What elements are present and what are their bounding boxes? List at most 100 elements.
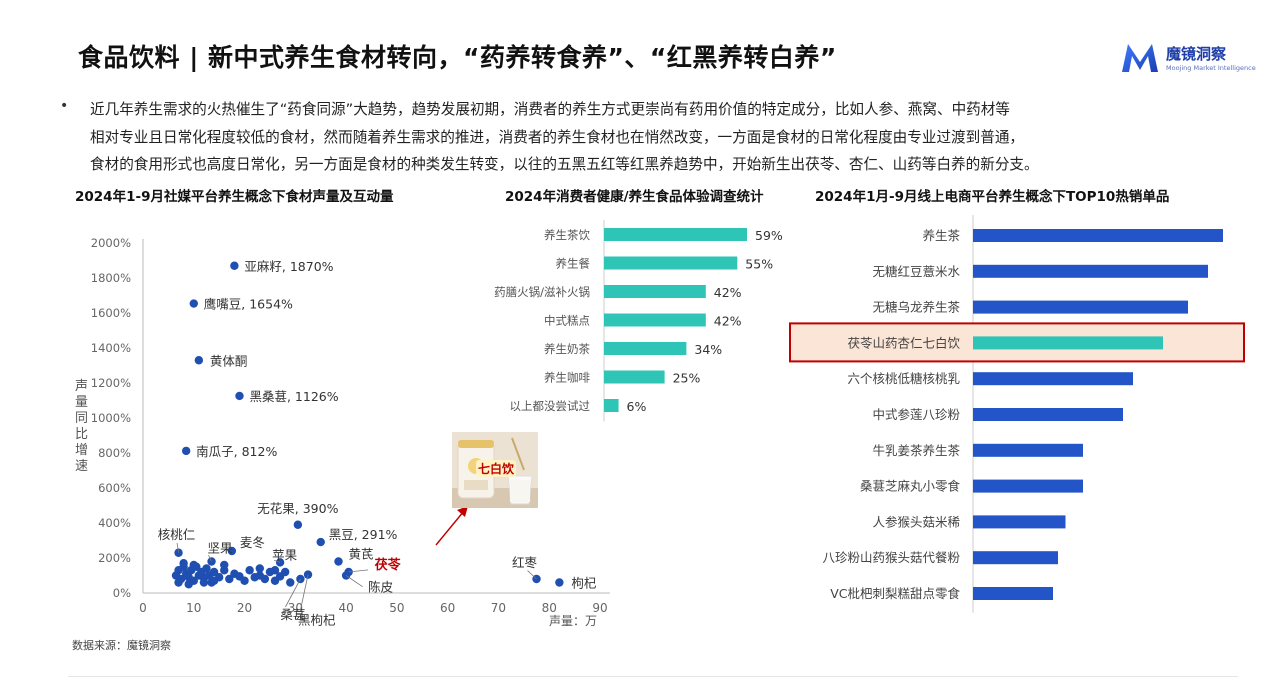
logo-subtitle: Moojing Market Intelligence bbox=[1166, 64, 1256, 72]
product-bar bbox=[973, 408, 1123, 421]
value-label: 25% bbox=[673, 371, 701, 386]
intro-line: 食材的食用形式也高度日常化，另一方面是食材的种类发生转变，以往的五黑五红等红黑养… bbox=[90, 156, 1039, 173]
top10-chart-title: 2024年1月-9月线上电商平台养生概念下TOP10热销单品 bbox=[815, 189, 1170, 205]
highlight-arrow bbox=[435, 510, 465, 546]
intro-paragraph: 近几年养生需求的火热催生了“药食同源”大趋势，趋势发展初期，消费者的养生方式更崇… bbox=[90, 96, 1250, 179]
x-tick-label: 0 bbox=[139, 601, 147, 615]
bullet-icon: • bbox=[60, 98, 69, 114]
point-label: 桑葚 bbox=[280, 607, 305, 622]
category-label: 养生咖啡 bbox=[544, 371, 590, 385]
y-tick-label: 1400% bbox=[91, 341, 131, 355]
product-label: 养生茶 bbox=[922, 228, 960, 243]
point-label: 黄体酮 bbox=[210, 353, 248, 368]
category-label: 养生餐 bbox=[556, 257, 591, 271]
survey-bar bbox=[604, 342, 687, 355]
value-label: 42% bbox=[714, 314, 742, 329]
product-bar bbox=[973, 372, 1133, 386]
page-title: 食品饮料 | 新中式养生食材转向，“药养转食养”、“红黑养转白养” bbox=[78, 43, 837, 72]
point-leader-line bbox=[348, 569, 369, 573]
scatter-point bbox=[341, 571, 351, 580]
survey-bar bbox=[604, 399, 619, 412]
scatter-point bbox=[316, 537, 325, 547]
point-leader-line bbox=[527, 570, 537, 580]
value-label: 6% bbox=[627, 399, 647, 414]
footer-divider bbox=[68, 676, 1238, 677]
scatter-point bbox=[303, 570, 313, 579]
point-label: 麦冬 bbox=[240, 535, 265, 550]
scatter-point bbox=[555, 578, 564, 587]
survey-bar bbox=[604, 285, 706, 298]
y-tick-label: 1800% bbox=[91, 271, 131, 285]
product-bar bbox=[973, 264, 1208, 278]
x-tick-label: 10 bbox=[186, 601, 201, 615]
scatter-point bbox=[296, 574, 305, 584]
product-bar bbox=[973, 229, 1223, 242]
point-leader-line bbox=[300, 574, 309, 610]
product-bar bbox=[973, 587, 1053, 600]
scatter-point bbox=[280, 567, 290, 577]
point-label: 陈皮 bbox=[368, 580, 393, 595]
point-label: 黑枸杞 bbox=[298, 613, 336, 628]
point-label: 坚果 bbox=[208, 541, 234, 556]
scatter-point bbox=[189, 299, 198, 308]
x-tick-label: 70 bbox=[491, 601, 506, 615]
point-label: 茯苓 bbox=[375, 557, 402, 573]
qibaiyin-product-image: 七白饮 bbox=[452, 432, 538, 508]
scatter-point bbox=[270, 566, 280, 575]
survey-bar bbox=[604, 370, 665, 384]
top10-bar-chart: 养生茶无糖红豆薏米水无糖乌龙养生茶茯苓山药杏仁七白饮六个核桃低糖核桃乳中式参莲八… bbox=[789, 215, 1245, 613]
qibaiyin-label: 七白饮 bbox=[476, 460, 517, 477]
scatter-point bbox=[184, 580, 193, 589]
logo-mark-icon bbox=[1122, 44, 1158, 72]
intro-line: 相对专业且日常化程度较低的食材，然而随着养生需求的推进，消费者的养生食材也在悄然… bbox=[90, 128, 1025, 146]
y-tick-label: 1600% bbox=[91, 306, 131, 320]
x-tick-label: 50 bbox=[389, 601, 404, 615]
highlight-box bbox=[789, 322, 1245, 363]
scatter-point bbox=[235, 391, 244, 401]
survey-bar-chart: 养生茶饮 59% 养生餐 55% 药膳火锅/滋补火锅 42% 中式糕点 42% 养生奶茶 34% 养… bbox=[494, 220, 783, 422]
y-tick-label: 0% bbox=[113, 586, 131, 600]
scatter-point bbox=[209, 576, 219, 585]
logo-name: 魔镜洞察 bbox=[1166, 45, 1227, 63]
category-label: 以上都没尝试过 bbox=[510, 399, 591, 413]
category-label: 中式糕点 bbox=[544, 314, 590, 328]
scatter-point bbox=[174, 548, 183, 557]
scatter-point bbox=[199, 578, 209, 587]
scatter-point bbox=[240, 576, 249, 585]
y-tick-label: 400% bbox=[98, 516, 131, 530]
point-label: 南瓜子, 812% bbox=[196, 444, 277, 459]
survey-chart-title: 2024年消费者健康/养生食品体验调查统计 bbox=[505, 189, 764, 205]
product-label: 牛乳姜茶养生茶 bbox=[872, 443, 960, 458]
scatter-point bbox=[334, 557, 343, 566]
point-label: 苹果 bbox=[272, 547, 298, 562]
point-leader-line bbox=[208, 555, 212, 562]
category-label: 养生茶饮 bbox=[544, 228, 590, 242]
x-tick-label: 80 bbox=[542, 601, 557, 615]
scatter-point bbox=[220, 560, 229, 570]
scatter-point bbox=[181, 446, 191, 456]
y-tick-label: 1200% bbox=[91, 376, 131, 390]
product-bar bbox=[973, 300, 1188, 314]
point-label: 核桃仁 bbox=[158, 527, 196, 542]
product-label: 无糖红豆薏米水 bbox=[872, 264, 960, 279]
product-label: 中式参莲八珍粉 bbox=[872, 407, 960, 422]
product-label: 无糖乌龙养生茶 bbox=[872, 300, 960, 315]
y-tick-label: 1000% bbox=[91, 411, 131, 425]
point-label: 枸杞 bbox=[571, 576, 597, 591]
scatter-point bbox=[202, 564, 211, 573]
point-leader-line bbox=[176, 542, 179, 553]
survey-bar bbox=[604, 228, 747, 241]
point-label: 黑豆, 291% bbox=[329, 527, 398, 542]
point-label: 黑桑葚, 1126% bbox=[249, 389, 338, 404]
product-label: 人参猴头菇米稀 bbox=[872, 514, 960, 529]
y-tick-label: 2000% bbox=[91, 236, 131, 250]
x-tick-label: 90 bbox=[592, 601, 607, 615]
scatter-point bbox=[245, 566, 254, 575]
scatter-chart-title: 2024年1-9月社媒平台养生概念下食材声量及互动量 bbox=[75, 189, 394, 205]
point-leader-line bbox=[285, 578, 301, 608]
x-tick-label: 20 bbox=[237, 601, 252, 615]
scatter-point bbox=[293, 520, 303, 529]
survey-bar bbox=[604, 256, 738, 270]
product-bar bbox=[973, 515, 1066, 529]
scatter-point bbox=[174, 578, 183, 587]
